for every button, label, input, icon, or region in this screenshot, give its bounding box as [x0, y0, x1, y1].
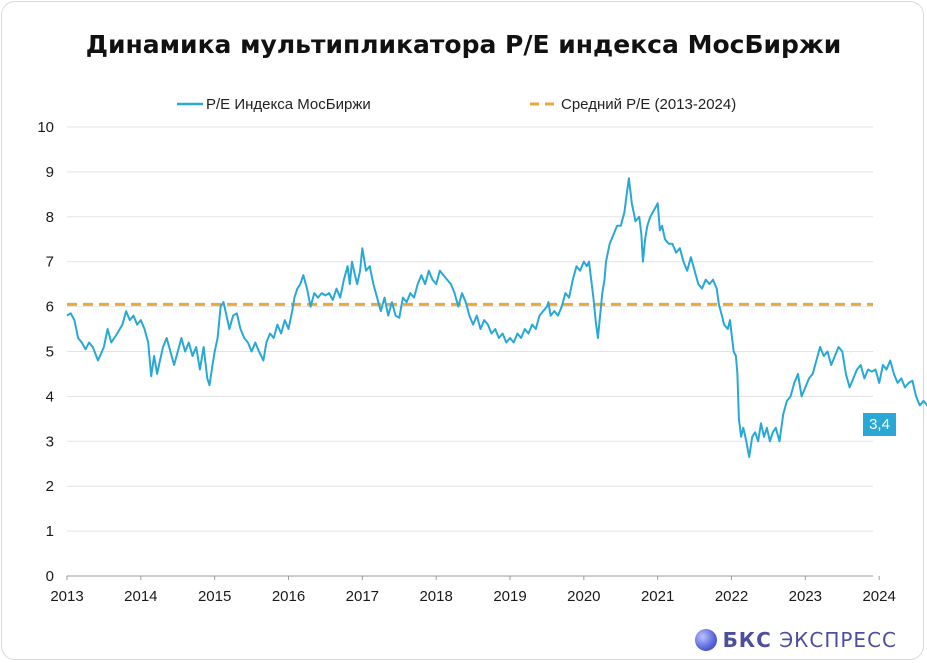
pe-series-line	[66, 177, 927, 458]
y-tick-label: 10	[37, 119, 54, 136]
y-axis: 0 1 2 3 4 5 6 7 8 9 10	[37, 119, 54, 585]
x-tick-label: 2020	[567, 588, 600, 605]
x-tick-label: 2021	[641, 588, 674, 605]
x-tick-label: 2015	[198, 588, 231, 605]
bks-logo-icon	[694, 629, 717, 651]
y-tick-label: 6	[46, 299, 54, 316]
x-tick-label: 2019	[493, 588, 526, 605]
y-tick-label: 5	[46, 344, 54, 361]
x-tick-label: 2014	[124, 588, 157, 605]
x-tick-label: 2023	[789, 588, 822, 605]
y-tick-label: 3	[46, 433, 54, 450]
y-tick-label: 9	[46, 164, 54, 181]
legend: P/E Индекса МосБиржи Средний P/E (2013-2…	[177, 96, 736, 113]
x-tick-label: 2024	[862, 588, 895, 605]
y-tick-label: 4	[46, 388, 54, 405]
y-tick-label: 8	[46, 209, 54, 226]
x-tick-label: 2013	[50, 588, 83, 605]
x-tick-label: 2022	[715, 588, 748, 605]
brand-logo: БКС ЭКСПРЕСС	[694, 628, 897, 652]
y-tick-label: 1	[46, 523, 54, 540]
x-tick-label: 2018	[419, 588, 452, 605]
x-tick-label: 2017	[346, 588, 379, 605]
brand-name: БКС ЭКСПРЕСС	[722, 628, 897, 652]
y-tick-label: 0	[46, 568, 54, 585]
chart-title: Динамика мультипликатора P/E индекса Мос…	[85, 30, 842, 59]
gridlines	[67, 126, 873, 577]
last-value-badge: 3,4	[863, 413, 896, 436]
x-tick-label: 2016	[272, 588, 305, 605]
legend-label-pe: P/E Индекса МосБиржи	[206, 96, 371, 113]
y-tick-label: 7	[46, 254, 54, 271]
x-axis: 2013 2014 2015 2016 2017 2018 2019 2020 2021 2022…	[50, 576, 896, 605]
y-tick-label: 2	[46, 478, 54, 495]
legend-label-avg: Средний P/E (2013-2024)	[561, 96, 736, 113]
